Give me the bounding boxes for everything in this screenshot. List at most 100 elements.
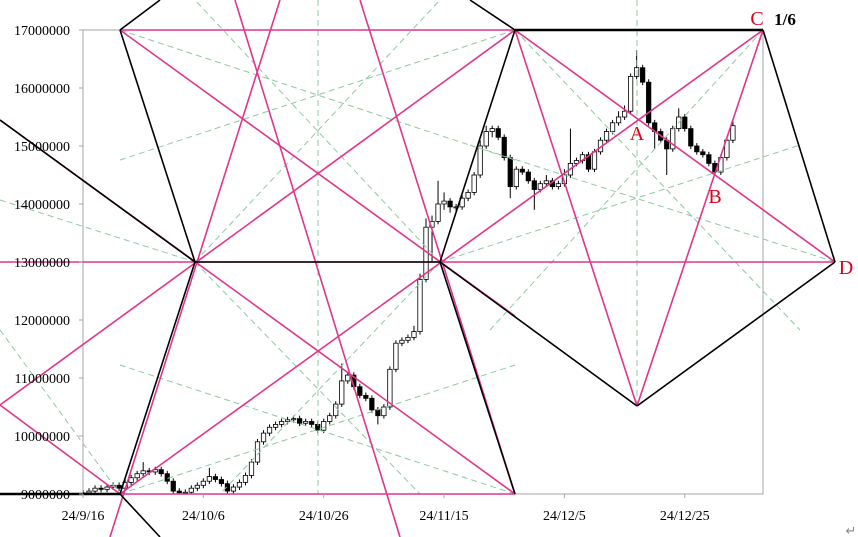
candle-body [242,475,249,483]
candle-body [224,483,231,492]
x-tick-label: 24/11/15 [419,509,468,524]
candle-body [537,183,543,190]
candle-body [585,154,592,170]
candle-body [573,160,580,164]
candle-body [543,180,549,185]
candle-body [471,174,477,193]
candle-body [688,128,694,147]
candle-body [730,125,736,141]
candle-body [435,203,441,222]
candle-body [507,157,513,188]
candle-body [387,368,393,408]
candle-body [706,154,712,164]
candle-body [230,486,237,492]
candle-body [591,151,598,170]
candle-body [291,418,297,421]
candle-body [483,131,489,147]
candle-body [327,415,333,422]
black-lines [0,0,836,537]
candle-body [513,168,519,187]
y-tick-label: 17000000 [14,24,70,39]
candle-body [278,421,285,425]
annotation: C [750,8,763,30]
candle-body [393,342,399,370]
candle-body [285,419,291,422]
candle-body [363,394,369,399]
candle-body [194,484,200,489]
candle-body [248,461,255,476]
candle-body [134,473,140,479]
candle-body [309,421,315,425]
candle-body [381,406,387,417]
candle-body [375,409,381,417]
candle-body [531,180,537,190]
pink-lines [0,0,836,537]
candle-body [489,128,495,132]
return-mark: ↵ [846,523,857,537]
candle-body [170,480,176,492]
annotation: 1/6 [774,10,796,29]
candle-body [357,386,363,396]
candle-body [92,487,98,492]
candle-body [339,380,345,405]
candle-body [603,131,610,141]
y-tick-label: 16000000 [14,82,70,97]
candle-body [218,479,225,484]
annotation: A [630,123,645,145]
candle-body [615,116,622,124]
candle-body [297,418,303,424]
candle-body [182,491,188,494]
candle-body [369,397,375,411]
annotation: B [708,186,721,208]
candle-body [86,490,92,494]
candle-body [128,477,134,483]
y-tick-label: 12000000 [14,314,70,329]
candle-body [116,484,122,489]
candle-body [441,200,447,205]
candle-body [700,151,706,156]
candle-body [411,331,417,338]
candle-body [200,480,206,486]
candle-body [399,339,405,344]
x-tick-label: 24/9/16 [62,509,105,524]
candle-body [495,128,501,138]
candle-body [266,426,273,434]
candle-body [212,476,218,480]
axes: 9000000 10000000 11000000 12000000 13000000 1… [14,24,710,524]
candle-body [646,81,652,124]
candle-body [164,473,170,482]
y-tick-label: 9000000 [21,488,70,503]
candle-body [405,336,411,341]
candle-body [501,136,507,159]
y-tick-label: 10000000 [14,430,70,445]
candle-body [621,110,628,118]
x-tick-label: 24/12/25 [660,509,710,524]
x-tick-label: 24/10/6 [182,509,225,524]
candle-body [628,76,634,112]
candle-body [682,116,688,130]
candle-body [640,67,646,83]
candle-body [140,470,146,475]
guide-lines [0,0,836,495]
candle-body [188,487,194,493]
candle-body [104,486,110,490]
candle-body [447,200,453,208]
candle-body [176,490,182,494]
x-tick-label: 24/10/26 [299,509,349,524]
candle-body [236,481,243,488]
candle-body [303,421,309,424]
candle-body [98,487,104,490]
candle-body [158,469,164,475]
candle-body [345,374,351,382]
candle-body [609,122,616,132]
y-tick-label: 15000000 [14,140,70,155]
annotation: D [839,257,853,279]
candle-body [477,145,483,176]
candle-body [694,145,700,153]
y-tick-label: 14000000 [14,198,70,213]
x-tick-label: 24/12/5 [543,509,586,524]
candle-body [525,171,531,182]
candle-body [519,168,525,173]
y-tick-label: 13000000 [14,256,70,271]
